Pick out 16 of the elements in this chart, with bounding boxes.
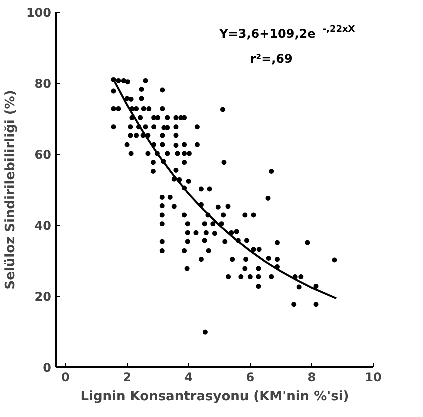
x-tick-label: 0 xyxy=(62,370,70,384)
x-tick-label: 8 xyxy=(308,370,316,384)
x-tick-label: 2 xyxy=(123,370,132,384)
y-tick-label: 100 xyxy=(26,6,52,20)
y-tick-label: 60 xyxy=(34,148,52,162)
x-tick-label: 10 xyxy=(365,370,382,384)
x-axis-title: Lignin Konsantrasyonu (KM'nin %'si) xyxy=(80,390,350,404)
y-tick-label: 80 xyxy=(34,77,52,91)
x-tick-label: 6 xyxy=(246,370,255,384)
y-axis-title: Selüloz Sindirilebilirliği (%) xyxy=(3,90,18,290)
x-tick-label: 4 xyxy=(184,370,194,384)
y-tick-label: 40 xyxy=(34,219,52,233)
y-tick-label: 0 xyxy=(43,361,52,375)
annotation: r²=,69 xyxy=(250,52,293,66)
y-tick-label: 20 xyxy=(34,290,52,304)
annotation: Y=3,6+109,2e-,22xX xyxy=(218,24,356,41)
